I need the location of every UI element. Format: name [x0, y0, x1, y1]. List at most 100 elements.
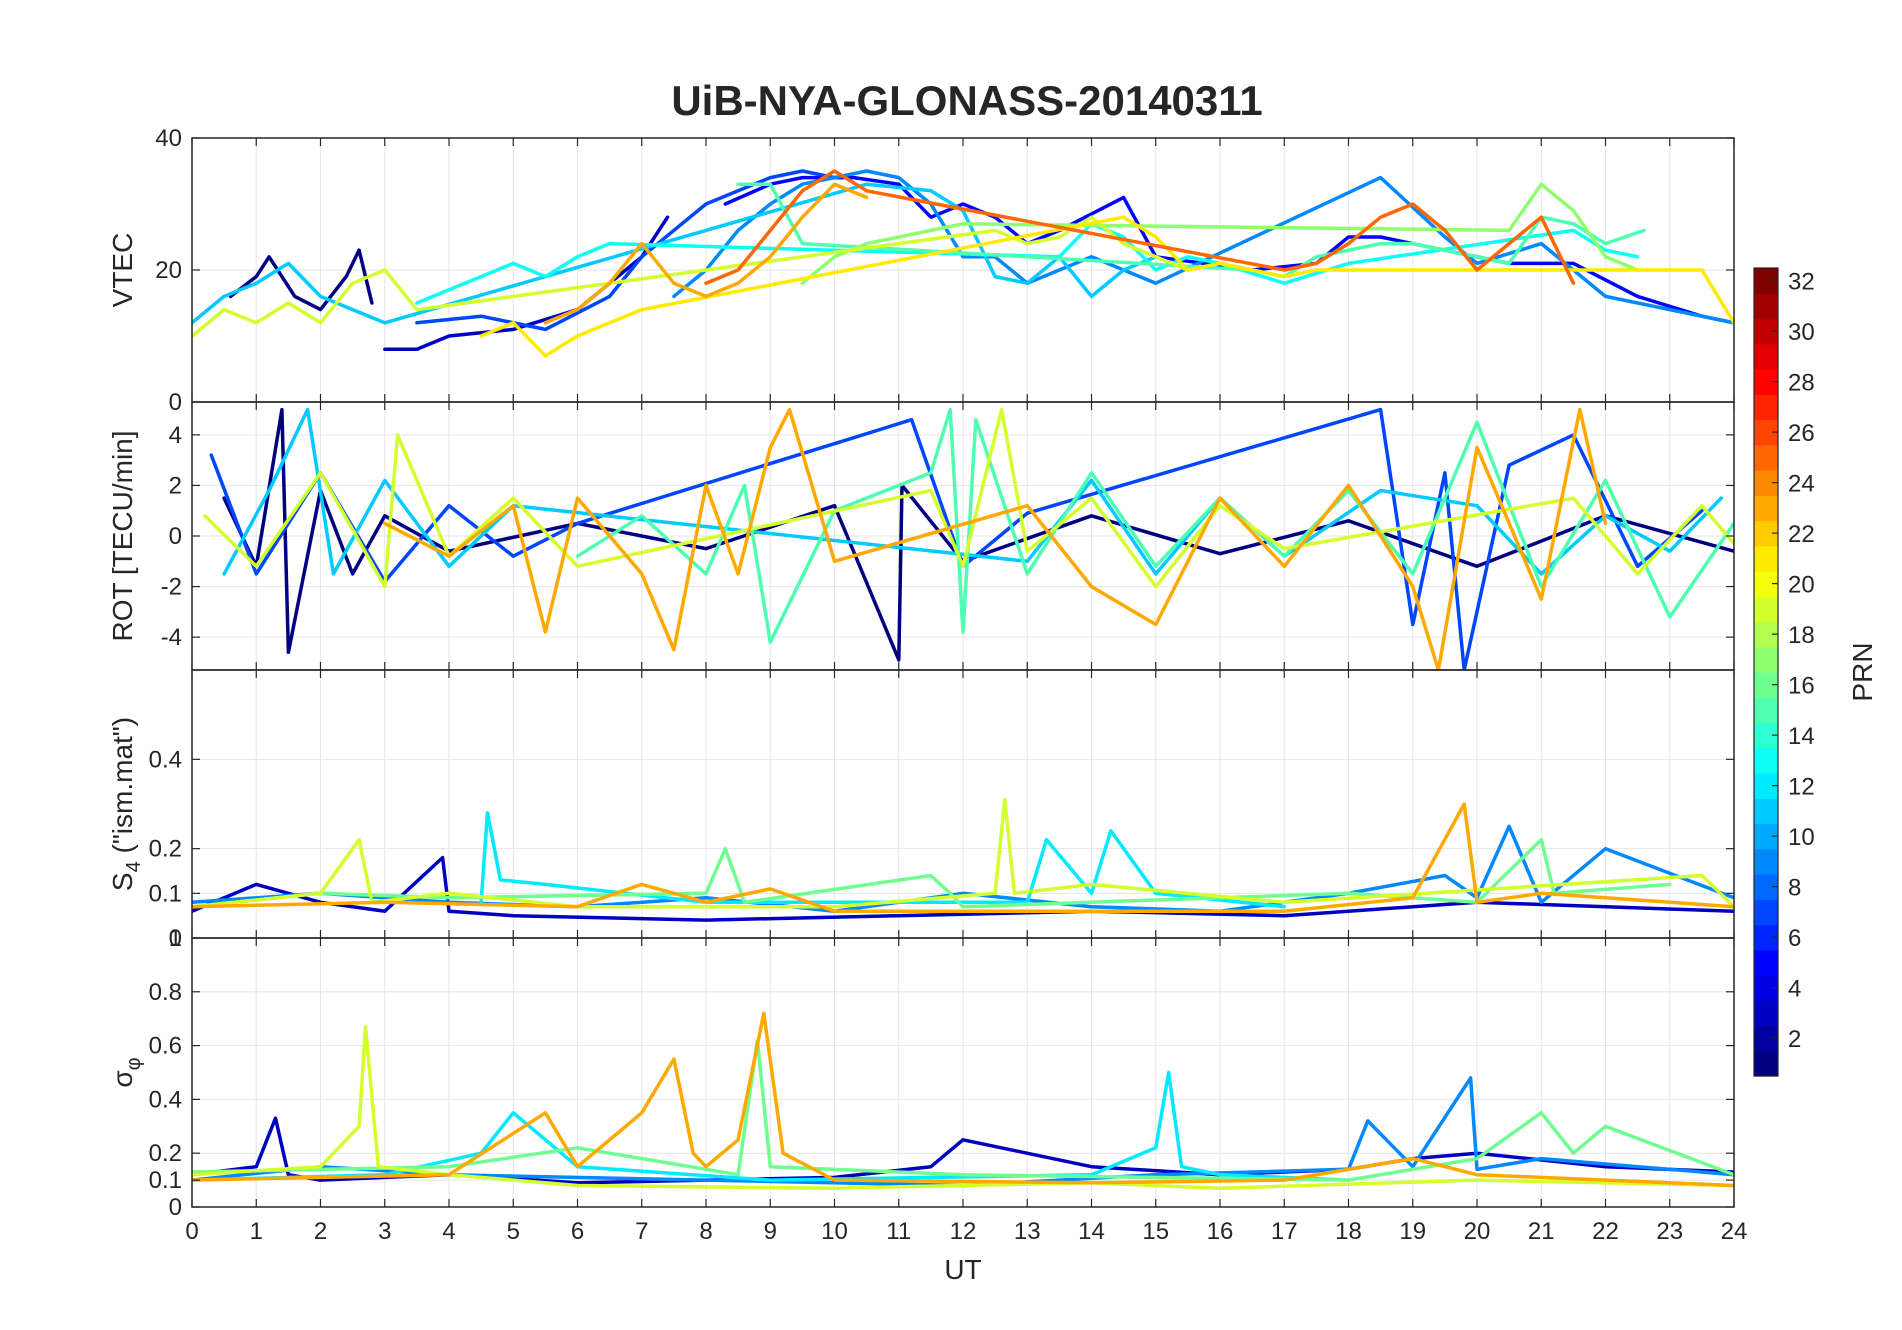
series-line-prn-19	[192, 797, 1734, 909]
x-tick-label: 13	[1014, 1218, 1041, 1245]
colorbar-swatch	[1754, 899, 1778, 926]
colorbar-tick-label: 12	[1788, 774, 1815, 801]
x-tick-label: 10	[821, 1218, 848, 1245]
x-tick-label: 0	[185, 1218, 198, 1245]
colorbar-tick-label: 10	[1788, 824, 1815, 851]
y-tick-label: 20	[155, 257, 182, 284]
series-line-prn-11	[222, 407, 1723, 576]
x-tick-label: 15	[1142, 1218, 1169, 1245]
colorbar-tick-label: 4	[1788, 976, 1801, 1003]
x-tick-label: 18	[1335, 1218, 1362, 1245]
x-tick-label: 1	[250, 1218, 263, 1245]
y-axis-label: S4 ("ism.mat")	[107, 717, 145, 891]
y-tick-label: 0	[169, 389, 182, 416]
y-tick-label: 0	[169, 925, 182, 952]
colorbar-swatch	[1754, 444, 1778, 471]
colorbar-tick-label: 22	[1788, 521, 1815, 548]
y-tick-label: -4	[161, 624, 182, 651]
y-axis-label: ROT [TECU/min]	[107, 430, 138, 641]
series-line-prn-19	[192, 215, 1254, 338]
y-tick-label: -2	[161, 574, 182, 601]
colorbar-tick-label: 8	[1788, 875, 1801, 902]
series-line-prn-12	[192, 1070, 1351, 1182]
x-tick-label: 7	[635, 1218, 648, 1245]
x-tick-label: 17	[1271, 1218, 1298, 1245]
series-line-prn-23	[192, 1011, 1734, 1188]
x-tick-label: 12	[950, 1218, 977, 1245]
colorbar-frame	[1753, 267, 1779, 1077]
colorbar-tick-label: 28	[1788, 370, 1815, 397]
x-tick-label: 3	[378, 1218, 391, 1245]
y-tick-label: 1	[169, 925, 182, 952]
colorbar-tick-label: 16	[1788, 673, 1815, 700]
colorbar-tick-label: 20	[1788, 572, 1815, 599]
colorbar-swatch	[1754, 1000, 1778, 1027]
x-tick-label: 24	[1721, 1218, 1748, 1245]
colorbar-swatch	[1754, 949, 1778, 976]
x-tick-label: 22	[1592, 1218, 1619, 1245]
colorbar-tick-label: 32	[1788, 269, 1815, 296]
x-tick-label: 19	[1399, 1218, 1426, 1245]
series-line-prn-19	[192, 1025, 1734, 1190]
series-line-prn-3	[192, 1116, 1734, 1185]
y-tick-label: 0	[169, 523, 182, 550]
y-tick-label: 0	[169, 1194, 182, 1221]
colorbar-swatch	[1754, 646, 1778, 673]
chart-title: UiB-NYA-GLONASS-20140311	[671, 77, 1262, 124]
colorbar-label: PRN	[1847, 642, 1878, 701]
y-axis-label: VTEC	[107, 233, 138, 308]
series-line-prn-25	[704, 169, 1576, 285]
series-group	[192, 1011, 1734, 1190]
series-line-prn-16	[192, 1038, 1734, 1182]
colorbar-tick-label: 6	[1788, 925, 1801, 952]
colorbar-tick-label: 18	[1788, 622, 1815, 649]
series-line-prn-7	[209, 407, 1704, 670]
colorbar-tick-label: 26	[1788, 420, 1815, 447]
y-tick-label: 0.8	[149, 979, 182, 1006]
colorbar-tick-label: 2	[1788, 1026, 1801, 1053]
colorbar-swatch	[1754, 848, 1778, 875]
colorbar-swatch	[1754, 343, 1778, 370]
x-tick-label: 20	[1464, 1218, 1491, 1245]
y-tick-label: 4	[169, 422, 182, 449]
series-line-prn-19	[203, 407, 1734, 589]
y-tick-label: 0.6	[149, 1033, 182, 1060]
x-tick-label: 2	[314, 1218, 327, 1245]
series-line-prn-11	[192, 182, 1158, 325]
colorbar-swatch	[1754, 596, 1778, 623]
series-line-prn-16	[192, 837, 1672, 909]
colorbar-tick-label: 14	[1788, 723, 1815, 750]
y-tick-label: 2	[169, 472, 182, 499]
x-tick-label: 11	[886, 1218, 911, 1245]
x-tick-label: 8	[699, 1218, 712, 1245]
colorbar-swatch	[1754, 495, 1778, 522]
x-tick-label: 14	[1078, 1218, 1105, 1245]
series-line-prn-12	[479, 811, 1287, 909]
x-tick-label: 6	[571, 1218, 584, 1245]
x-axis-label: UT	[944, 1254, 981, 1285]
y-tick-label: 0.1	[149, 880, 182, 907]
y-tick-label: 40	[155, 125, 182, 152]
series-line-prn-23	[383, 407, 1608, 670]
y-tick-label: 0.1	[149, 1167, 182, 1194]
series-group	[192, 797, 1734, 922]
x-tick-label: 23	[1656, 1218, 1683, 1245]
colorbar-swatch	[1754, 394, 1778, 421]
colorbar-swatch	[1754, 293, 1778, 320]
x-tick-label: 16	[1207, 1218, 1234, 1245]
y-tick-label: 0.4	[149, 1086, 182, 1113]
x-tick-label: 4	[442, 1218, 455, 1245]
series-line-prn-1	[228, 248, 374, 312]
panel-rot: -4 -2 0 2 4 0 ROT [TECU/min]	[107, 389, 1735, 671]
series-line-prn-7	[415, 169, 837, 332]
colorbar-swatch	[1754, 697, 1778, 724]
series-group	[203, 407, 1734, 670]
x-tick-label: 9	[764, 1218, 777, 1245]
series-line-prn-23	[543, 182, 869, 325]
panel-vtec: 20 40 VTEC	[107, 125, 1735, 403]
x-tick-label: 5	[507, 1218, 520, 1245]
y-tick-label: 0.2	[149, 1140, 182, 1167]
